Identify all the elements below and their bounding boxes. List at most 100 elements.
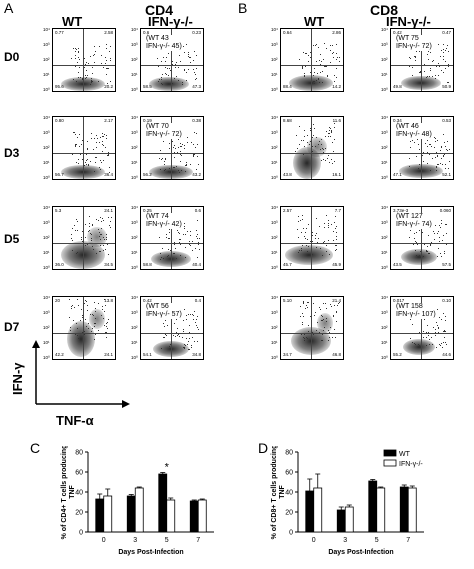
x-tick-label: 5 <box>165 537 169 544</box>
event-dot <box>168 238 170 240</box>
flow-tick-label: 10⁴ <box>271 115 278 120</box>
x-tick-label: 5 <box>375 537 379 544</box>
event-dot <box>305 238 307 240</box>
quadrant-gate-vertical <box>421 29 422 91</box>
event-dot <box>440 219 442 221</box>
event-dot <box>91 233 93 235</box>
event-dot <box>415 56 417 58</box>
event-dot <box>184 309 186 311</box>
event-dot <box>107 244 109 246</box>
event-dot <box>333 74 335 76</box>
quadrant-value-lower-left: 45.7 <box>283 261 292 267</box>
quadrant-value-lower-left: 88.4 <box>283 83 292 89</box>
event-dot <box>301 333 303 335</box>
event-dot <box>429 170 431 172</box>
event-dot <box>101 233 103 235</box>
event-dot <box>176 319 178 321</box>
flow-tick-label: 10¹ <box>381 250 388 255</box>
event-dot <box>92 248 94 250</box>
event-dot <box>196 326 198 328</box>
flow-tick-label: 10⁴ <box>271 27 278 32</box>
event-dot <box>322 151 324 153</box>
event-dot <box>447 82 449 84</box>
event-dot <box>432 223 434 225</box>
y-axis-label-line-2: TNF <box>69 484 76 498</box>
event-dot <box>71 250 73 252</box>
event-dot <box>304 162 306 164</box>
event-dot <box>330 224 332 226</box>
event-dot <box>193 315 195 317</box>
event-dot <box>100 161 102 163</box>
event-dot <box>335 232 337 234</box>
event-dot <box>438 63 440 65</box>
event-dot <box>304 334 306 336</box>
event-dot <box>414 232 416 234</box>
event-dot <box>175 76 177 78</box>
event-dot <box>100 168 102 170</box>
event-dot <box>409 337 411 339</box>
event-dot <box>296 135 298 137</box>
event-dot <box>188 348 190 350</box>
event-dot <box>161 347 163 349</box>
event-dot <box>166 236 168 238</box>
flow-tick-label: 10⁰ <box>43 175 50 180</box>
quadrant-value-lower-left: 43.5 <box>393 261 402 267</box>
event-dot <box>87 305 89 307</box>
event-dot <box>90 237 92 239</box>
event-dot <box>323 223 325 225</box>
event-dot <box>425 76 427 78</box>
event-dot <box>95 134 97 136</box>
event-dot <box>330 327 332 329</box>
event-dot <box>328 223 330 225</box>
event-dot <box>76 81 78 83</box>
y-axis-label: % of CD4+ T cells producingTNF <box>61 446 76 539</box>
x-tick-label: 0 <box>102 537 106 544</box>
event-cloud <box>67 321 95 357</box>
event-dot <box>71 153 73 155</box>
event-dot <box>174 63 176 65</box>
event-dot <box>196 132 198 134</box>
event-dot <box>192 336 194 338</box>
event-dot <box>74 65 76 67</box>
quadrant-value-upper-right: 7.7 <box>334 208 341 213</box>
event-dot <box>178 242 180 244</box>
quadrant-gate-horizontal <box>391 65 453 66</box>
flow-tick-label: 10³ <box>131 130 138 135</box>
quadrant-value-lower-left: 34.7 <box>283 351 292 357</box>
bar-wt <box>189 500 199 533</box>
event-dot <box>168 168 170 170</box>
event-dot <box>412 67 414 69</box>
event-dot <box>438 326 440 328</box>
event-dot <box>180 238 182 240</box>
event-dot <box>324 226 326 228</box>
event-dot <box>326 75 328 77</box>
event-dot <box>76 221 78 223</box>
flow-tick-label: 10⁰ <box>381 87 388 92</box>
mfi-annotation: (WT 127 IFN-γ-/- 74) <box>395 213 433 229</box>
event-dot <box>409 57 411 59</box>
event-dot <box>440 150 442 152</box>
event-dot <box>71 237 73 239</box>
event-dot <box>79 145 81 147</box>
event-dot <box>192 154 194 156</box>
event-dot <box>189 241 191 243</box>
event-dot <box>76 49 78 51</box>
event-dot <box>77 57 79 59</box>
event-dot <box>415 255 417 257</box>
quadrant-value-lower-left: 55.2 <box>393 351 402 357</box>
event-dot <box>178 336 180 338</box>
event-dot <box>307 55 309 57</box>
event-dot <box>446 150 448 152</box>
x-axis-arrow-head <box>122 400 130 408</box>
event-dot <box>86 164 87 166</box>
event-dot <box>167 255 169 257</box>
event-dot <box>423 318 425 320</box>
event-dot <box>337 305 339 307</box>
event-dot <box>320 53 322 55</box>
event-dot <box>438 164 440 166</box>
event-dot <box>435 225 437 227</box>
quadrant-value-upper-right: 11.6 <box>332 118 341 123</box>
quadrant-gate-vertical <box>83 207 84 269</box>
event-dot <box>323 327 325 329</box>
